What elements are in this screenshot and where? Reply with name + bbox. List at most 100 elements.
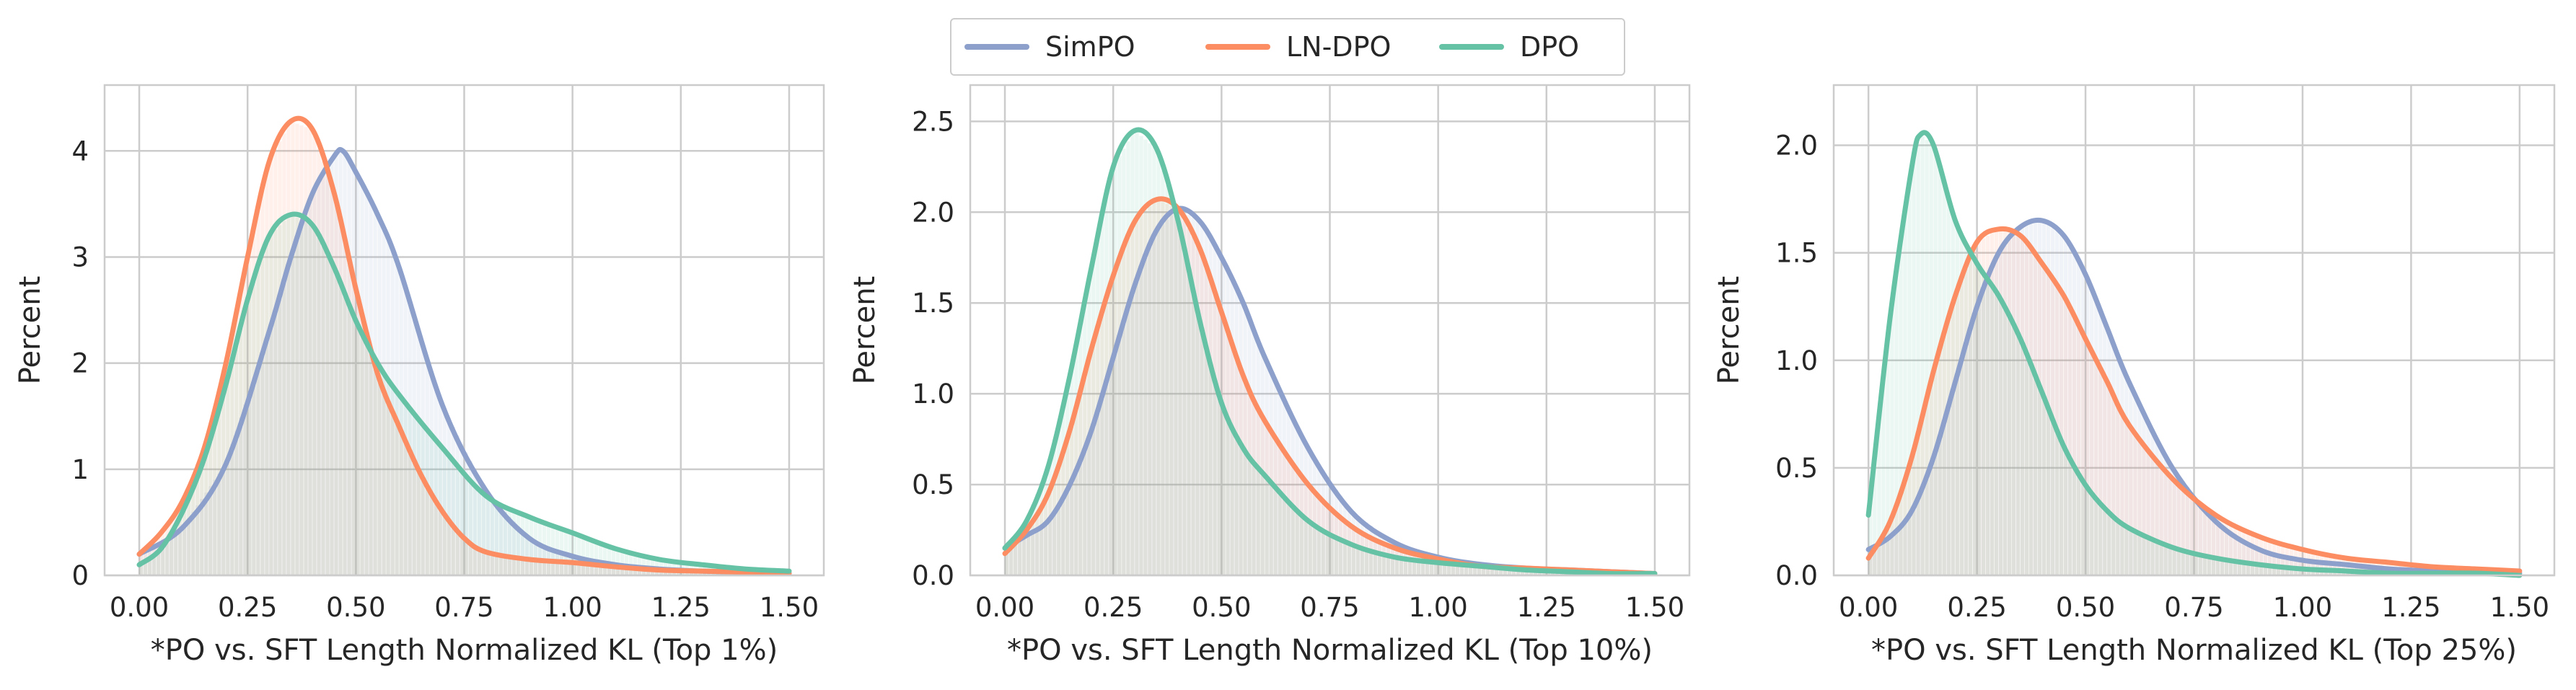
histogram-bar-simpo xyxy=(382,230,386,575)
histogram-bar-simpo xyxy=(447,418,451,575)
histogram-bar-ln-dpo xyxy=(1981,238,1986,575)
histogram-bar-dpo xyxy=(2037,387,2042,575)
histogram-bar-ln-dpo xyxy=(1122,248,1126,575)
histogram-bar-dpo xyxy=(2224,559,2229,575)
histogram-bar-ln-dpo xyxy=(2041,267,2047,575)
histogram-bar-simpo xyxy=(1161,224,1165,575)
histogram-bar-ln-dpo xyxy=(1494,567,1499,575)
histogram-bar-ln-dpo xyxy=(550,561,555,575)
histogram-bar-dpo xyxy=(1018,528,1022,575)
histogram-bar-ln-dpo xyxy=(1070,422,1074,575)
histogram-bar-ln-dpo xyxy=(628,567,633,575)
histogram-bar-simpo xyxy=(1178,210,1182,575)
histogram-bar-dpo xyxy=(2246,562,2251,575)
histogram-bar-simpo xyxy=(1204,232,1208,575)
histogram-bar-simpo xyxy=(230,443,234,575)
histogram-bar-simpo xyxy=(408,301,412,575)
histogram-bar-simpo xyxy=(498,507,503,575)
histogram-bar-ln-dpo xyxy=(477,547,481,575)
histogram-bar-simpo xyxy=(234,430,239,575)
histogram-bar-ln-dpo xyxy=(317,149,321,575)
histogram-bar-dpo xyxy=(1455,564,1460,575)
x-axis-label: *PO vs. SFT Length Normalized KL (Top 1%… xyxy=(151,634,778,667)
histogram-bar-simpo xyxy=(1425,553,1430,575)
histogram-bar-dpo xyxy=(533,519,538,575)
histogram-bar-ln-dpo xyxy=(2007,232,2012,575)
histogram-bar-ln-dpo xyxy=(594,565,599,575)
histogram-bar-ln-dpo xyxy=(1390,547,1394,575)
y-tick-label: 1.0 xyxy=(912,379,954,410)
histogram-bar-ln-dpo xyxy=(373,365,377,575)
histogram-bar-dpo xyxy=(2111,516,2116,575)
histogram-bar-simpo xyxy=(464,452,468,575)
histogram-bar-dpo xyxy=(1247,456,1252,575)
histogram-bar-simpo xyxy=(1429,554,1434,575)
histogram-bar-ln-dpo xyxy=(2142,443,2146,575)
histogram-bar-dpo xyxy=(1316,526,1321,575)
histogram-bar-dpo xyxy=(1412,559,1417,575)
histogram-bar-simpo xyxy=(1252,330,1256,575)
histogram-bar-dpo xyxy=(434,440,438,575)
x-tick-label: 0.75 xyxy=(434,592,493,623)
histogram-bar-simpo xyxy=(2098,311,2103,575)
histogram-bar-simpo xyxy=(2072,255,2077,575)
histogram-bar-ln-dpo xyxy=(589,564,594,575)
histogram-bar-simpo xyxy=(1459,561,1464,575)
histogram-bar-ln-dpo xyxy=(1282,449,1286,575)
histogram-bar-dpo xyxy=(1321,528,1325,575)
histogram-bar-dpo xyxy=(2298,568,2303,575)
legend-label-dpo: DPO xyxy=(1520,31,1580,63)
histogram-bar-ln-dpo xyxy=(659,570,664,575)
histogram-bar-dpo xyxy=(1286,500,1291,575)
histogram-bar-dpo xyxy=(1243,451,1247,575)
histogram-bar-dpo xyxy=(1256,467,1260,575)
histogram-bar-ln-dpo xyxy=(1946,318,1951,575)
legend-item-dpo: DPO xyxy=(1439,19,1579,74)
y-tick-label: 0.0 xyxy=(912,560,954,591)
x-tick-label: 1.25 xyxy=(651,592,711,623)
histogram-bar-simpo xyxy=(1959,359,1964,575)
histogram-bar-simpo xyxy=(1169,215,1174,575)
histogram-bar-ln-dpo xyxy=(247,247,252,575)
histogram-bar-dpo xyxy=(204,451,208,575)
histogram-bar-dpo xyxy=(2015,334,2021,575)
histogram-bar-dpo xyxy=(1381,554,1386,575)
histogram-bar-ln-dpo xyxy=(533,559,538,575)
histogram-bar-dpo xyxy=(399,397,403,575)
histogram-bar-ln-dpo xyxy=(2137,438,2142,575)
histogram-bar-simpo xyxy=(524,536,529,575)
x-tick-label: 0.50 xyxy=(2056,592,2115,623)
histogram-bar-ln-dpo xyxy=(1464,563,1469,575)
histogram-bar-simpo xyxy=(213,479,217,575)
histogram-bar-simpo xyxy=(1920,484,1925,575)
histogram-bar-ln-dpo xyxy=(1161,202,1165,575)
histogram-bar-simpo xyxy=(1472,563,1477,575)
x-tick-label: 1.50 xyxy=(2490,592,2549,623)
histogram-bar-ln-dpo xyxy=(1057,461,1061,575)
histogram-bar-ln-dpo xyxy=(174,510,178,575)
histogram-bar-dpo xyxy=(295,217,299,575)
histogram-bar-ln-dpo xyxy=(1451,561,1456,575)
histogram-bar-ln-dpo xyxy=(165,523,170,575)
histogram-bar-dpo xyxy=(1498,567,1503,575)
histogram-bar-ln-dpo xyxy=(1221,318,1226,575)
histogram-bar-ln-dpo xyxy=(1260,416,1265,575)
histogram-bar-ln-dpo xyxy=(382,389,386,575)
histogram-bar-ln-dpo xyxy=(1429,557,1434,575)
histogram-bar-dpo xyxy=(1122,149,1126,576)
histogram-bar-dpo xyxy=(498,503,503,575)
histogram-bar-simpo xyxy=(343,154,347,575)
histogram-bar-dpo xyxy=(2306,569,2311,575)
histogram-bar-ln-dpo xyxy=(524,559,529,575)
histogram-bar-ln-dpo xyxy=(1951,303,1955,575)
histogram-bar-ln-dpo xyxy=(269,157,273,575)
histogram-bar-dpo xyxy=(1334,536,1338,575)
histogram-bar-ln-dpo xyxy=(403,441,408,575)
histogram-bar-ln-dpo xyxy=(1135,218,1139,575)
histogram-bar-simpo xyxy=(1256,341,1260,575)
histogram-bar-dpo xyxy=(230,358,234,575)
histogram-bar-ln-dpo xyxy=(1899,489,1903,575)
histogram-bar-simpo xyxy=(425,357,429,575)
histogram-bar-dpo xyxy=(2250,563,2255,575)
histogram-bar-ln-dpo xyxy=(2063,300,2068,575)
